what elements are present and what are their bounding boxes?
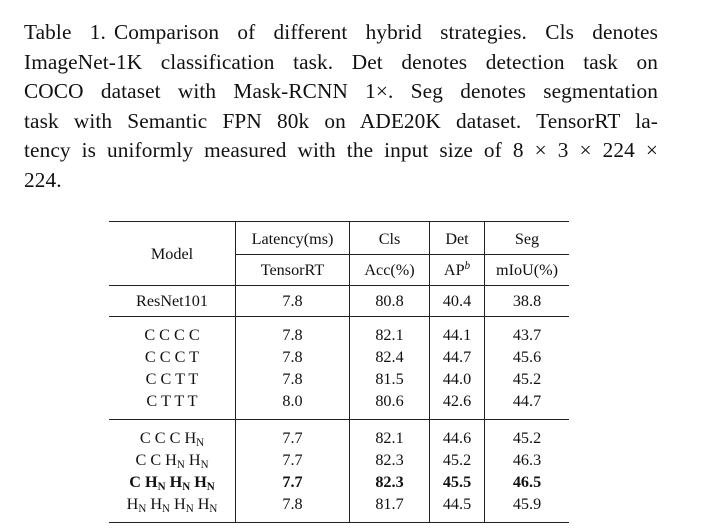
header-seg-sub: mIoU(%): [484, 254, 569, 286]
cell-cls: 81.7: [349, 493, 430, 523]
cell-model: C C C HN: [109, 419, 236, 449]
caption-line: COCO dataset with Mask-RCNN 1×. Seg deno…: [24, 79, 658, 104]
cell-model: C HN HN HN: [129, 473, 215, 494]
table-row: C T T T 8.0 80.6 42.6 44.7: [109, 390, 569, 420]
table-row: C C HN HN 7.7 82.3 45.2 46.3: [109, 449, 569, 471]
cell-latency: 7.7: [235, 419, 350, 449]
cell-model: ResNet101: [109, 285, 236, 317]
table-row: C C C C 7.8 82.1 44.1 43.7: [109, 316, 569, 346]
header-det-sub: APb: [429, 254, 485, 286]
cell-model: C T T T: [146, 392, 198, 410]
cell-det: 44.5: [429, 493, 485, 523]
cell-det: 44.0: [429, 368, 485, 390]
cell-cls: 80.6: [349, 390, 430, 420]
cell-model: HN HN HN HN: [109, 493, 236, 523]
table-row: C C T T 7.8 81.5 44.0 45.2: [109, 368, 569, 390]
header-latency: Latency(ms): [235, 221, 350, 255]
table-row: C C C HN 7.7 82.1 44.6 45.2: [109, 419, 569, 449]
cell-seg: 45.2: [484, 419, 569, 449]
cell-latency: 7.8: [235, 368, 350, 390]
table-row: HN HN HN HN 7.8 81.7 44.5 45.9: [109, 493, 569, 523]
cell-cls: 81.5: [349, 368, 430, 390]
cell-det: 44.7: [429, 346, 485, 368]
caption-line: task with Semantic FPN 80k on ADE20K dat…: [24, 108, 658, 133]
cell-cls: 82.4: [349, 346, 430, 368]
cell-model: C C C C: [109, 316, 236, 346]
cell-seg: 46.5: [484, 471, 569, 493]
header-model: Model: [109, 221, 236, 286]
caption-line: ImageNet-1K classification task. Det den…: [24, 49, 658, 74]
cell-seg: 38.8: [484, 285, 569, 317]
cell-cls: 82.1: [349, 316, 430, 346]
cell-latency: 7.7: [235, 471, 350, 493]
cell-model: C C HN HN: [135, 451, 209, 472]
table-row-best: C HN HN HN 7.7 82.3 45.5 46.5: [109, 471, 569, 493]
cell-det: 44.1: [429, 316, 485, 346]
caption-line: Table 1. Comparison of different hybrid s…: [24, 20, 658, 44]
cell-cls: 82.3: [349, 471, 430, 493]
cell-seg: 45.6: [484, 346, 569, 368]
cell-model: C C C T: [144, 348, 200, 366]
table-caption: Table 1. Comparison of different hybrid s…: [24, 18, 658, 196]
hybrid-strategies-table: Model Latency(ms) Cls Det Seg TensorRT A…: [109, 221, 569, 523]
cell-cls: 82.1: [349, 419, 430, 449]
caption-line: 224.: [24, 167, 62, 192]
cell-cls: 82.3: [349, 449, 430, 471]
cell-seg: 43.7: [484, 316, 569, 346]
cell-seg: 45.2: [484, 368, 569, 390]
cell-seg: 45.9: [484, 493, 569, 523]
table-row: C C C T 7.8 82.4 44.7 45.6: [109, 346, 569, 368]
cell-latency: 7.8: [235, 493, 350, 523]
cell-latency: 7.8: [235, 285, 350, 317]
cell-det: 40.4: [429, 285, 485, 317]
header-det: Det: [429, 221, 485, 255]
cell-seg: 46.3: [484, 449, 569, 471]
header-row-1: Model Latency(ms) Cls Det Seg: [109, 221, 569, 286]
cell-det: 44.6: [429, 419, 485, 449]
cell-latency: 7.8: [235, 346, 350, 368]
cell-latency: 7.8: [235, 316, 350, 346]
cell-det: 45.5: [429, 471, 485, 493]
cell-latency: 7.7: [235, 449, 350, 471]
header-seg: Seg: [484, 221, 569, 255]
header-latency-sub: TensorRT: [235, 254, 350, 286]
cell-det: 42.6: [429, 390, 485, 420]
cell-seg: 44.7: [484, 390, 569, 420]
cell-latency: 8.0: [235, 390, 350, 420]
table-row: ResNet101 7.8 80.8 40.4 38.8: [109, 285, 569, 317]
cell-cls: 80.8: [349, 285, 430, 317]
caption-line: tency is uniformly measured with the inp…: [24, 138, 658, 163]
header-cls-sub: Acc(%): [349, 254, 430, 286]
header-cls: Cls: [349, 221, 430, 255]
header-row-2: TensorRT Acc(%) APb mIoU(%): [109, 254, 569, 286]
cell-det: 45.2: [429, 449, 485, 471]
cell-model: C C T T: [145, 370, 199, 388]
caption-label: Table 1.: [24, 20, 106, 44]
